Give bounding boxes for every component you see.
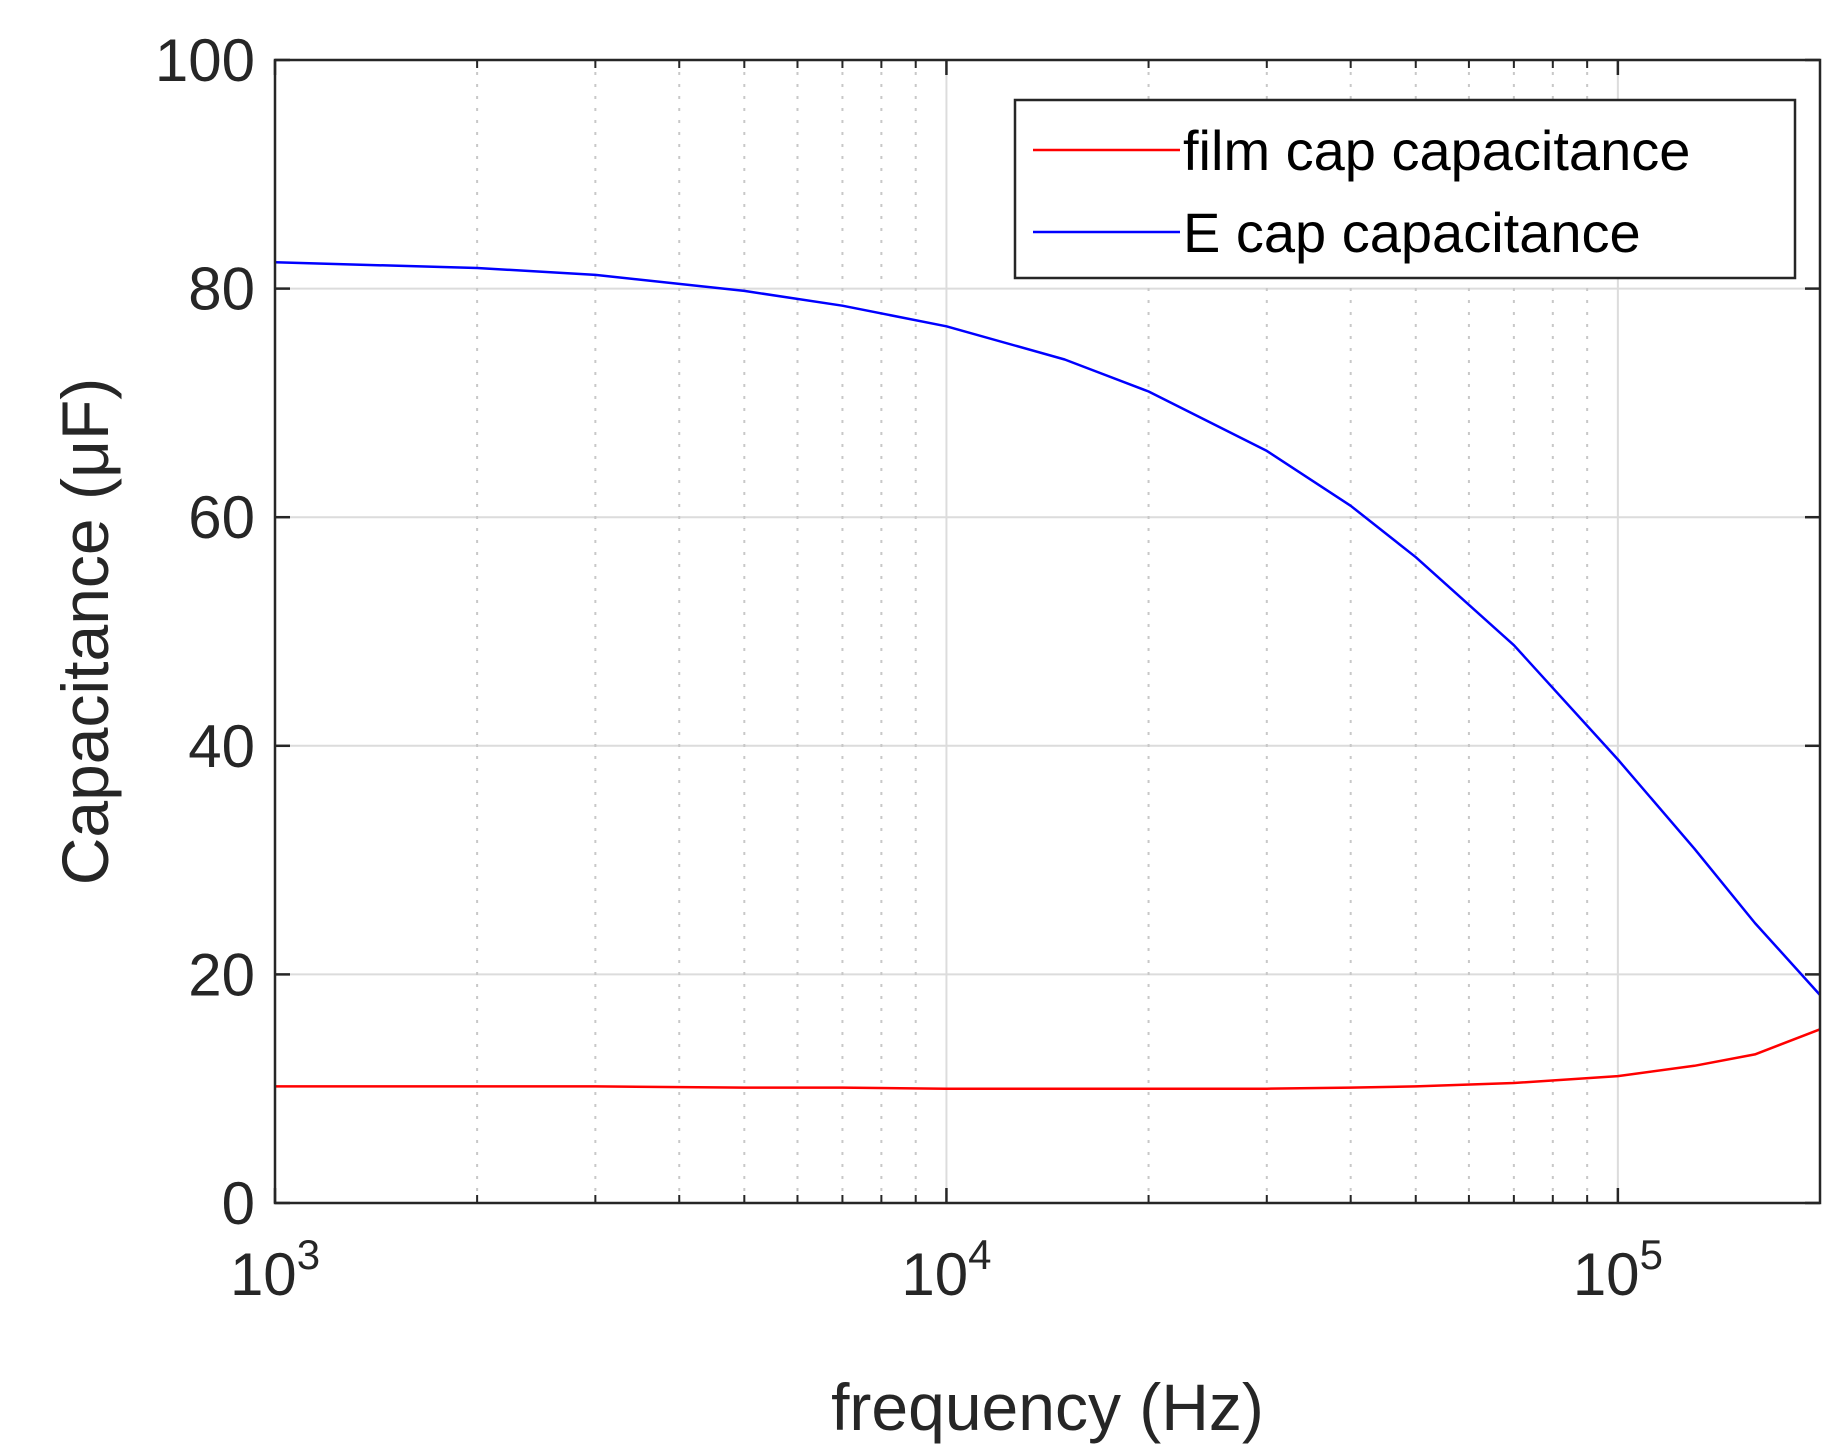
x-tick-label: 103 — [230, 1231, 320, 1308]
x-tick-label: 105 — [1573, 1231, 1663, 1308]
y-axis-title: Capacitance (μF) — [48, 378, 122, 886]
y-tick-label: 20 — [188, 941, 255, 1008]
tick-labels: 0 20 40 60 80 100 103 104 105 — [155, 27, 1663, 1308]
axis-ticks — [273, 58, 1820, 1205]
legend-label: E cap capacitance — [1183, 201, 1641, 264]
legend-label: film cap capacitance — [1183, 119, 1690, 182]
y-tick-label: 100 — [155, 27, 255, 94]
plot-frame — [273, 58, 1822, 1205]
legend-box — [1013, 98, 1797, 280]
axes-frame — [273, 58, 1822, 1205]
x-tick-label: 104 — [901, 1231, 991, 1308]
series-lines — [274, 261, 1821, 1090]
y-tick-label: 60 — [188, 484, 255, 551]
y-tick-label: 0 — [222, 1170, 255, 1237]
series-line-film-cap-capacitance — [275, 1028, 1821, 1090]
x-axis-title: frequency (Hz) — [831, 1370, 1264, 1444]
y-tick-label: 40 — [188, 713, 255, 780]
y-tick-label: 80 — [188, 256, 255, 323]
legend: film cap capacitance E cap capacitance — [1013, 98, 1797, 280]
series-line-E-cap-capacitance — [274, 261, 1821, 996]
